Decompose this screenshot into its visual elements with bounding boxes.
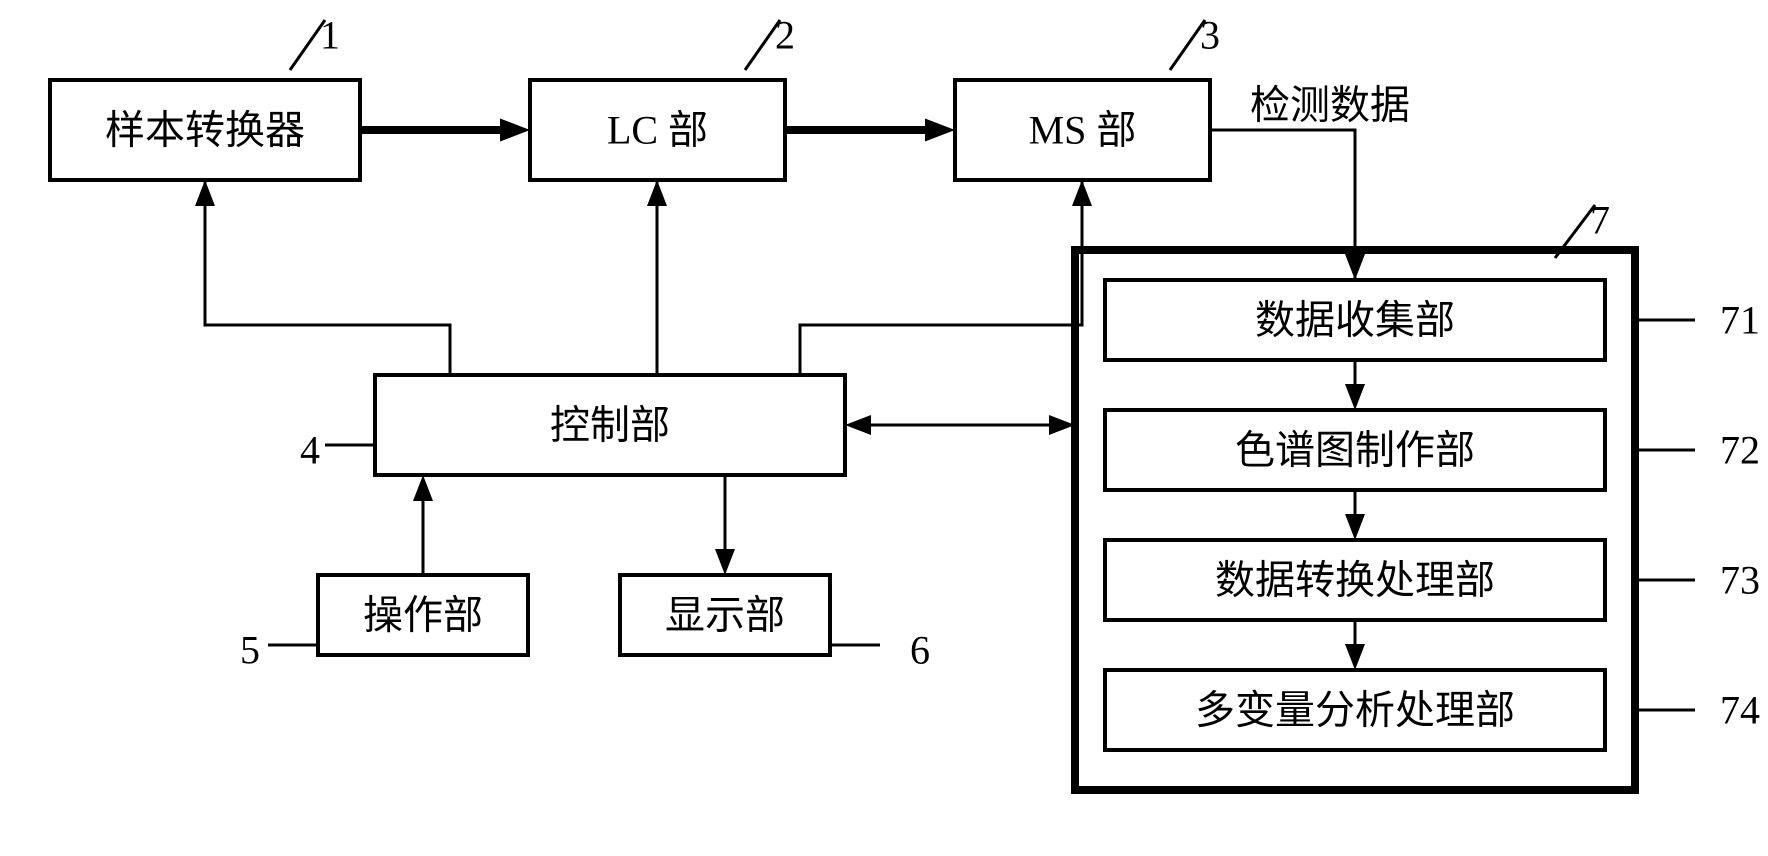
ref-number-n71: 71 bbox=[1720, 298, 1760, 343]
box-label-b4: 控制部 bbox=[550, 403, 670, 448]
ref-number-n6: 6 bbox=[910, 628, 930, 673]
box-label-b73: 数据转换处理部 bbox=[1215, 558, 1495, 603]
annotation-detection-data: 检测数据 bbox=[1250, 83, 1410, 128]
ref-number-n5: 5 bbox=[240, 628, 260, 673]
ref-number-n3: 3 bbox=[1200, 13, 1220, 58]
box-label-b2: LC 部 bbox=[607, 108, 708, 153]
ref-number-n1: 1 bbox=[320, 13, 340, 58]
ref-number-n7: 7 bbox=[1590, 198, 1610, 243]
ref-number-n74: 74 bbox=[1720, 688, 1760, 733]
ref-number-n73: 73 bbox=[1720, 558, 1760, 603]
box-label-b5: 操作部 bbox=[363, 593, 483, 638]
ref-number-n4: 4 bbox=[300, 428, 320, 473]
box-label-b74: 多变量分析处理部 bbox=[1195, 688, 1515, 733]
diagram-canvas: 样本转换器 LC 部 MS 部控制部操作部 显示部 数据收集部色谱图制作部数据转换处理部… bbox=[0, 0, 1768, 856]
ref-number-n2: 2 bbox=[775, 13, 795, 58]
box-label-b72: 色谱图制作部 bbox=[1235, 428, 1475, 473]
box-label-b1: 样本转换器 bbox=[105, 108, 305, 153]
ref-number-n72: 72 bbox=[1720, 428, 1760, 473]
box-label-b71: 数据收集部 bbox=[1255, 298, 1455, 343]
box-label-b6: 显示部 bbox=[665, 593, 785, 638]
box-label-b3: MS 部 bbox=[1029, 108, 1137, 153]
